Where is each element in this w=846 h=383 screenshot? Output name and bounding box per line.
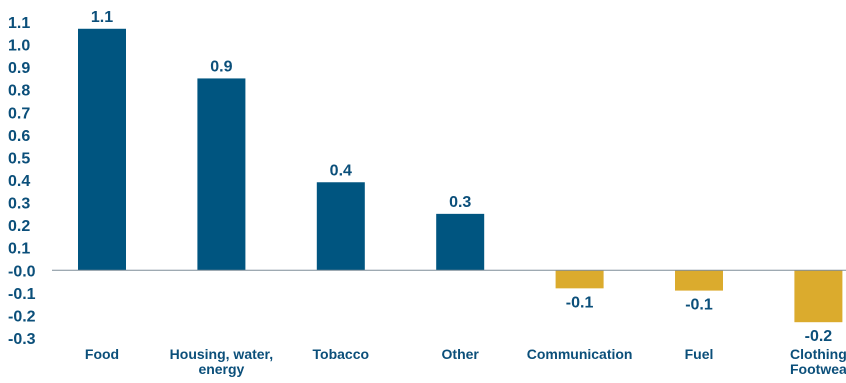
- x-tick-label-line: Footwea: [790, 361, 846, 377]
- y-tick-label: -0.0: [8, 263, 36, 280]
- x-tick-label: Clothing Footwea: [790, 346, 846, 377]
- x-tick-label-line: Tobacco: [313, 346, 370, 362]
- y-tick-label: 0.8: [8, 83, 30, 100]
- data-label: -0.1: [566, 294, 594, 311]
- x-tick-label: Communication: [527, 346, 633, 362]
- data-label: 1.1: [91, 9, 113, 26]
- y-tick-label: 0.2: [8, 218, 30, 235]
- x-tick-label-line: Fuel: [685, 346, 714, 362]
- y-tick-label: 0.3: [8, 196, 30, 213]
- x-axis-labels: Food Housing, water, energy Tobacco Other Com…: [85, 346, 846, 377]
- data-label: -0.1: [685, 297, 713, 314]
- y-tick-label: 0.6: [8, 128, 30, 145]
- x-tick-label: Tobacco: [313, 346, 370, 362]
- bar: [316, 182, 365, 271]
- y-tick-label: 0.7: [8, 105, 30, 122]
- data-label: 0.9: [210, 58, 232, 75]
- y-tick-label: -0.1: [8, 286, 36, 303]
- data-label: 0.4: [330, 162, 352, 179]
- y-tick-label: 0.9: [8, 60, 30, 77]
- bars: [78, 28, 843, 323]
- y-tick-label: -0.3: [8, 331, 36, 348]
- bar: [675, 270, 723, 291]
- data-label: 0.3: [449, 194, 471, 211]
- bar: [555, 270, 604, 289]
- x-tick-label: Other: [442, 346, 480, 362]
- x-tick-label: Housing, water, energy: [170, 346, 273, 377]
- x-tick-label-line: Housing, water,: [170, 346, 273, 362]
- y-tick-label: 0.4: [8, 173, 30, 190]
- y-tick-label: 0.1: [8, 241, 30, 258]
- x-tick-label-line: Other: [442, 346, 480, 362]
- bar: [78, 28, 126, 271]
- y-tick-label: -0.2: [8, 308, 36, 325]
- x-tick-label-line: Clothing: [790, 346, 846, 362]
- x-tick-label-line: energy: [198, 361, 244, 377]
- data-labels: 1.1 0.9 0.4 0.3 -0.1 -0.1 -0.2: [91, 9, 832, 345]
- y-axis-ticks: 1.1 1.0 0.9 0.8 0.7 0.6 0.5 0.4 0.3 0.2 0.1 -0.0 -0.…: [8, 15, 36, 348]
- x-tick-label-line: Food: [85, 346, 119, 362]
- data-label: -0.2: [805, 328, 833, 345]
- bar: [197, 78, 246, 271]
- y-tick-label: 0.5: [8, 150, 30, 167]
- bar: [436, 213, 485, 271]
- bar: [794, 270, 843, 323]
- y-tick-label: 1.0: [8, 38, 30, 55]
- x-tick-label: Food: [85, 346, 119, 362]
- x-tick-label: Fuel: [685, 346, 714, 362]
- x-tick-label-line: Communication: [527, 346, 633, 362]
- y-tick-label: 1.1: [8, 15, 30, 32]
